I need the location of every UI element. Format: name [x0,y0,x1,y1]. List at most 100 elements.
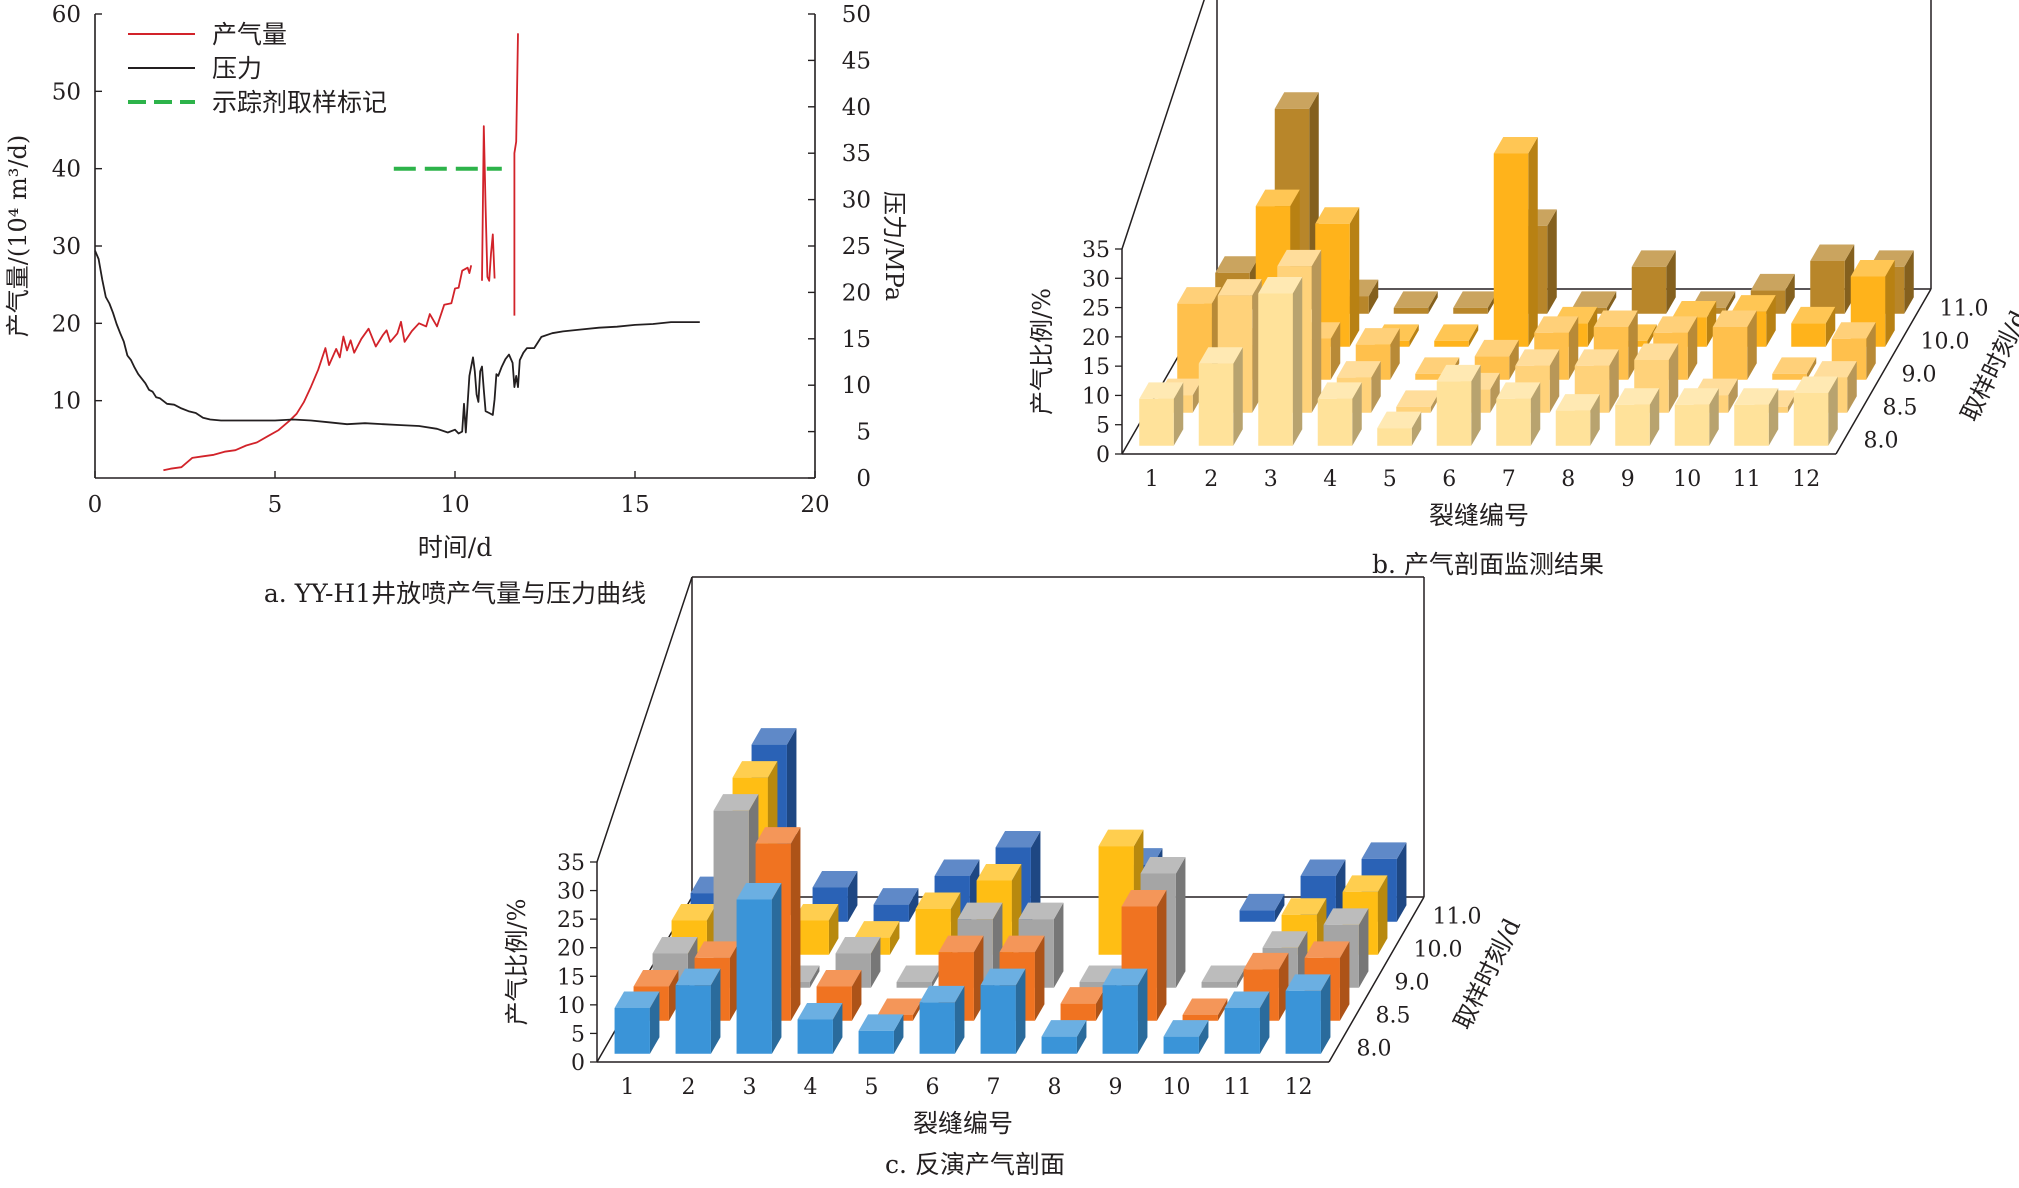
bar-top [980,968,1026,986]
y-left-tick-label: 50 [52,79,81,105]
y-right-axis-label: 压力/MPa [880,191,908,301]
x-tick-label: 0 [88,492,103,518]
y-right-tick-label: 30 [842,188,871,214]
bar-side [893,1014,904,1054]
bar-front [1734,404,1769,446]
bar-top [1041,1020,1087,1037]
bar-3-2 [1315,207,1360,347]
bar-front [858,1030,894,1054]
bar-side [1311,249,1322,413]
bar-top [1593,310,1638,328]
x-tick-label: 6 [1442,467,1456,492]
y-left-tick-label: 60 [52,2,81,28]
bar-side [954,985,965,1054]
bar-top [1224,991,1270,1009]
bar-top [1434,324,1479,341]
bar-front [1396,406,1431,413]
bar-top [1793,376,1838,394]
bar-side [1785,273,1795,314]
bar-2-5 [1474,339,1519,380]
bar-side [1330,322,1341,380]
y-right-tick-label: 20 [842,280,871,306]
bar-top [1018,902,1064,920]
bar-side [1358,908,1369,988]
bar-top [755,827,801,844]
bar-2-9 [1201,965,1247,988]
bar-front [1496,398,1531,446]
bar-4-3 [873,888,919,922]
bar-front [1712,327,1748,380]
bar-0-1 [1198,347,1243,446]
y-tick-label: 35 [557,851,585,876]
bar-top [1734,388,1779,405]
bar-0-4 [1377,411,1422,446]
bar-top [1812,361,1857,378]
x-tick-label: 7 [1502,467,1516,492]
bar-front [675,985,711,1054]
bar-top [1258,276,1303,294]
bar-top [873,888,919,905]
bar-top [1285,974,1331,991]
bar-top [957,902,1003,920]
bar-1-4 [1396,390,1441,413]
bar-top [633,969,679,987]
bar-side [832,1002,843,1054]
bar-side [1530,382,1541,446]
bar-front [896,982,932,988]
bar-side [1468,324,1479,347]
bar-0-0 [1139,382,1184,446]
bar-top [1274,92,1319,109]
x-axis-label: 时间/d [418,533,492,562]
bar-top [1140,856,1186,874]
bar-front [1041,1036,1077,1054]
y-right-tick-label: 0 [856,466,871,492]
bar-front [1793,393,1829,446]
y-left-tick-label: 40 [52,157,81,183]
bar-side [1825,306,1836,347]
bar-1-9 [1182,998,1228,1021]
y-left-axis-label: 产气量/(10⁴ m³/d) [4,135,32,337]
bar-top [1672,300,1717,318]
bar-side [1217,998,1228,1021]
bar-side [1725,291,1736,314]
bar-side [1766,295,1776,347]
bar-side [1349,207,1360,347]
bar-top [1215,256,1260,273]
y-right-tick-label: 5 [856,420,871,446]
depth-tick-label: 11.0 [1940,297,1989,322]
bar-2-9 [1712,310,1757,380]
bar-top [915,892,961,910]
y-tick-label: 5 [1096,414,1110,439]
x-tick-label: 12 [1285,1075,1313,1100]
bar-side [1647,324,1657,347]
depth-tick-label: 10.0 [1414,938,1463,963]
bar-top [1315,207,1360,224]
bar-4-10 [1810,244,1855,314]
x-tick-label: 6 [926,1075,940,1100]
bar-side [1352,382,1362,446]
bar-side [1030,830,1041,922]
bar-top [1182,998,1228,1016]
x-tick-label: 10 [440,492,469,518]
bar-side [1053,902,1064,988]
x-tick-label: 11 [1224,1075,1252,1100]
y-right-tick-label: 15 [842,327,871,353]
bar-top [999,935,1045,953]
series-line-2 [513,33,519,316]
bar-side [1292,276,1303,446]
bar-top [1631,250,1676,267]
bar-top [1653,316,1698,333]
bar-top [812,870,858,888]
bar-top [1098,829,1144,847]
bar-side [1137,968,1148,1054]
bar-0-0 [614,991,660,1054]
bar-side [1606,291,1617,314]
bar-top [854,921,900,938]
chart-a-production-pressure: 0 5 10 15 20 时间/d 10 20 30 40 50 60 产气量/(10⁴ m³/d) 0 5… [4,2,908,608]
bar-side [1587,306,1598,347]
bar-front [980,985,1016,1054]
bar-side [1156,889,1167,1021]
bar-top [1831,322,1876,339]
bar-top [1121,889,1167,907]
